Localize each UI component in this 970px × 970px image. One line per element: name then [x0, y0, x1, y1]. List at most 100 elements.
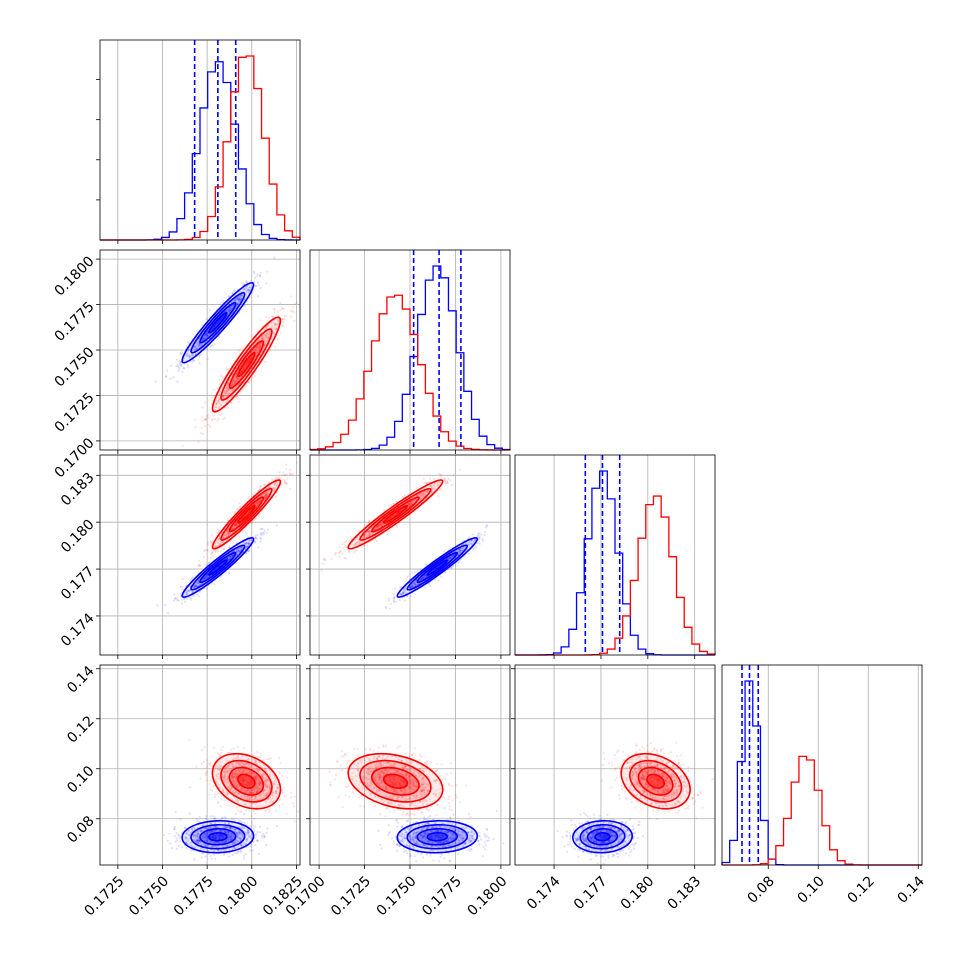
- scatter-point: [387, 504, 390, 507]
- scatter-point: [231, 380, 234, 383]
- scatter-point: [203, 418, 206, 421]
- scatter-point: [385, 605, 388, 608]
- scatter-point: [225, 389, 228, 392]
- scatter-point: [377, 524, 381, 527]
- scatter-point: [206, 331, 209, 334]
- scatter-point: [219, 318, 222, 321]
- scatter-point: [204, 424, 207, 428]
- scatter-point: [410, 586, 413, 589]
- scatter-point: [282, 471, 285, 474]
- scatter-point: [403, 599, 406, 602]
- scatter-point: [409, 595, 412, 598]
- scatter-point: [206, 333, 209, 337]
- scatter-point: [229, 307, 233, 310]
- scatter-point: [255, 502, 258, 505]
- scatter-point: [223, 523, 227, 526]
- scatter-point: [291, 310, 294, 313]
- scatter-point: [253, 348, 256, 351]
- scatter-point: [242, 516, 245, 519]
- scatter-point: [223, 390, 226, 393]
- scatter-point: [221, 395, 224, 398]
- scatter-point: [413, 580, 417, 583]
- scatter-point: [238, 348, 241, 352]
- scatter-point: [238, 298, 241, 301]
- scatter-point: [402, 590, 405, 593]
- scatter-point: [264, 493, 267, 496]
- scatter-point: [266, 492, 269, 495]
- scatter-point: [206, 575, 209, 579]
- scatter-point: [240, 518, 243, 521]
- scatter-point: [235, 550, 238, 553]
- scatter-point: [222, 535, 225, 538]
- scatter-point: [218, 406, 221, 409]
- scatter-point: [237, 550, 241, 553]
- scatter-point: [247, 542, 250, 545]
- scatter-point: [273, 482, 277, 485]
- scatter-point: [375, 526, 379, 529]
- scatter-point: [485, 525, 488, 528]
- scatter-point: [193, 586, 196, 589]
- scatter-point: [255, 345, 258, 348]
- scatter-point: [235, 377, 238, 381]
- scatter-point: [459, 549, 462, 552]
- scatter-point: [457, 550, 461, 553]
- scatter-point: [281, 307, 284, 310]
- scatter-point: [264, 334, 267, 337]
- scatter-point: [201, 337, 204, 341]
- density-contour: [211, 316, 282, 413]
- scatter-point: [233, 523, 236, 526]
- scatter-point: [221, 316, 224, 319]
- density-fill: [237, 505, 255, 523]
- scatter-point: [270, 321, 273, 324]
- scatter-point: [406, 575, 409, 578]
- scatter-point: [377, 524, 380, 527]
- scatter-point: [228, 546, 231, 549]
- scatter-point: [226, 394, 229, 397]
- scatter-point: [237, 383, 240, 387]
- density-contour: [220, 487, 273, 541]
- scatter-point: [416, 569, 419, 572]
- scatter-point: [460, 549, 463, 552]
- scatter-point: [228, 555, 232, 558]
- scatter-point: [226, 398, 229, 401]
- scatter-point: [245, 285, 248, 288]
- scatter-point: [442, 550, 445, 553]
- scatter-point: [274, 322, 277, 326]
- scatter-point: [240, 371, 243, 374]
- scatter-point: [209, 553, 213, 556]
- scatter-point: [469, 540, 473, 543]
- scatter-point: [414, 583, 417, 586]
- scatter-point: [164, 603, 167, 606]
- scatter-point: [451, 554, 454, 557]
- scatter-point: [189, 584, 192, 588]
- scatter-point: [206, 541, 210, 544]
- scatter-point: [211, 396, 214, 399]
- scatter-point: [182, 367, 185, 370]
- scatter-point: [245, 291, 248, 294]
- scatter-point: [184, 354, 187, 357]
- scatter-point: [262, 532, 265, 536]
- scatter-point: [368, 533, 372, 536]
- scatter-point: [410, 584, 413, 588]
- scatter-point: [191, 354, 194, 357]
- scatter-point: [204, 418, 207, 421]
- scatter-point: [276, 483, 279, 486]
- scatter-point: [236, 302, 239, 305]
- scatter-point: [224, 310, 228, 313]
- scatter-point: [197, 579, 200, 582]
- scatter-point: [282, 320, 285, 324]
- scatter-point: [365, 535, 368, 538]
- scatter-point: [236, 298, 239, 301]
- scatter-point: [283, 317, 286, 321]
- scatter-point: [197, 340, 200, 343]
- scatter-point: [277, 319, 280, 322]
- scatter-point: [198, 343, 201, 346]
- scatter-point: [187, 589, 190, 592]
- scatter-point: [216, 321, 220, 325]
- scatter-point: [288, 468, 292, 471]
- scatter-point: [226, 388, 230, 391]
- scatter-point: [235, 377, 238, 380]
- scatter-point: [236, 302, 239, 306]
- scatter-point: [292, 311, 295, 314]
- scatter-point: [183, 356, 186, 360]
